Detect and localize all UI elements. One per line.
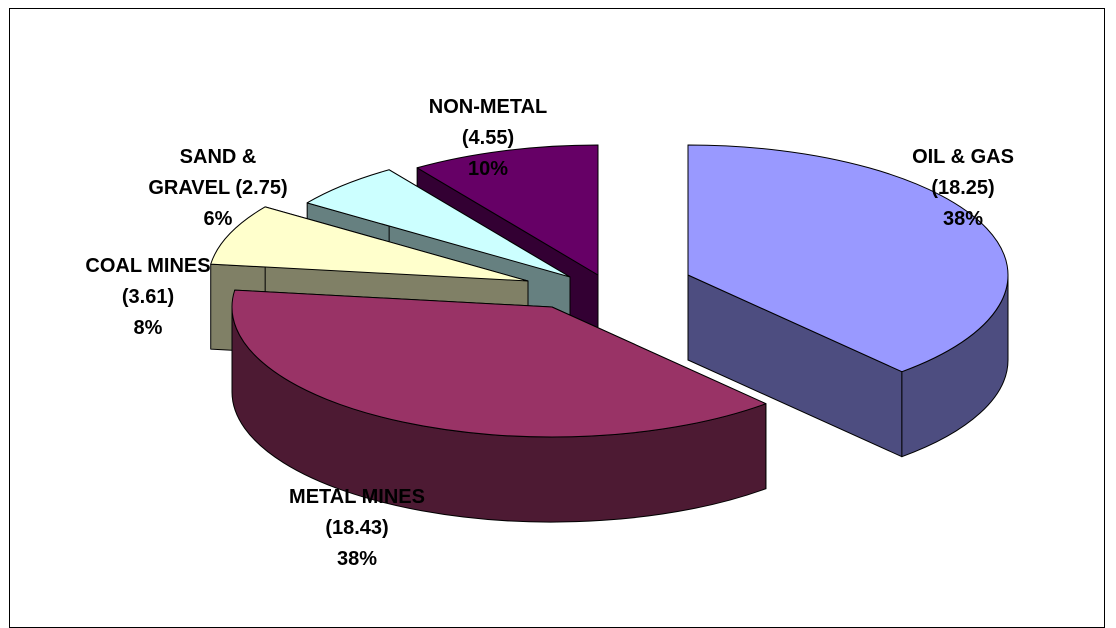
slice-top-sand-gravel — [306, 169, 571, 278]
data-label-non-metal: NON-METAL (4.55) 10% — [429, 96, 548, 180]
data-label-line: 38% — [337, 548, 377, 570]
data-label-line: SAND & — [180, 146, 257, 168]
data-label-line: OIL & GAS — [912, 146, 1014, 168]
data-label-line: METAL MINES — [289, 486, 425, 508]
data-label-line: NON-METAL — [429, 96, 548, 118]
slice-top-oil-gas — [687, 144, 1009, 373]
slice-top-metal-mines — [231, 289, 767, 438]
pie-slice-metal-mines — [231, 289, 767, 523]
data-label-oil-gas: OIL & GAS (18.25) 38% — [912, 146, 1014, 230]
slice-top-non-metal — [416, 144, 599, 276]
data-label-line: (3.61) — [122, 286, 174, 308]
data-label-line: 8% — [134, 317, 163, 339]
data-label-line: GRAVEL (2.75) — [148, 177, 287, 199]
data-label-metal-mines: METAL MINES (18.43) 38% — [289, 486, 425, 570]
data-label-line: 38% — [943, 208, 983, 230]
data-label-line: 6% — [204, 208, 233, 230]
data-label-line: COAL MINES — [85, 255, 210, 277]
data-label-coal-mines: COAL MINES (3.61) 8% — [85, 255, 210, 339]
data-label-line: (18.25) — [931, 177, 994, 199]
pie-chart: OIL & GAS (18.25) 38% METAL MINES (18.43) 38%… — [85, 96, 1014, 570]
slice-top-coal-mines — [210, 206, 529, 282]
data-label-line: (4.55) — [462, 127, 514, 149]
data-label-sand-gravel: SAND & GRAVEL (2.75) 6% — [148, 146, 287, 230]
data-label-line: (18.43) — [325, 517, 388, 539]
pie-slice-oil-gas — [687, 144, 1009, 458]
data-label-line: 10% — [468, 158, 508, 180]
